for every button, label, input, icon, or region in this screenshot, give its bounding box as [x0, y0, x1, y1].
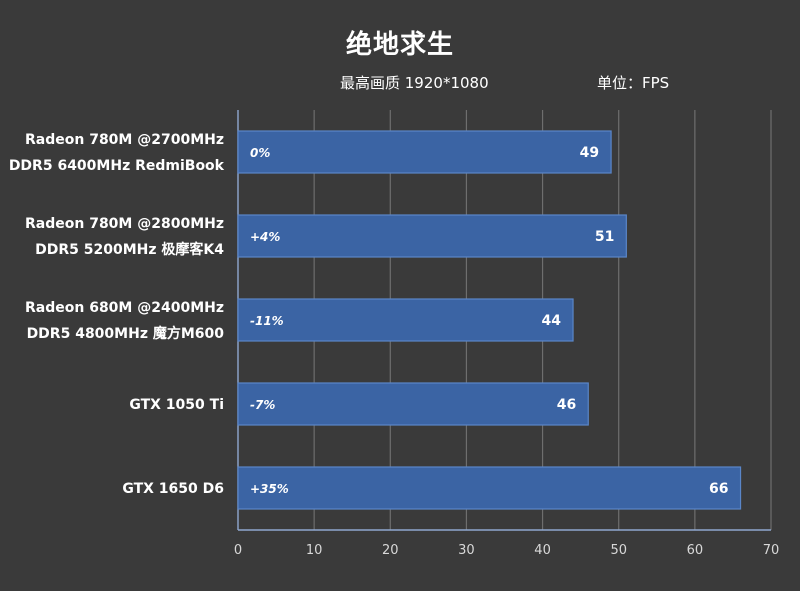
chart-subtitle-unit: 单位：FPS: [597, 74, 670, 92]
bar-percent-label: +35%: [250, 482, 289, 496]
x-tick-label: 30: [458, 543, 475, 558]
category-label: GTX 1650 D6: [122, 481, 224, 497]
category-label: GTX 1050 Ti: [129, 397, 224, 413]
x-tick-label: 20: [382, 543, 399, 558]
x-tick-label: 70: [763, 543, 780, 558]
x-tick-label: 40: [534, 543, 551, 558]
category-label: DDR5 4800MHz 魔方M600: [27, 325, 225, 342]
bar: [237, 214, 627, 258]
bar-value-label: 66: [709, 481, 728, 497]
chart-title: 绝地求生: [345, 30, 454, 60]
bar-value-label: 44: [542, 313, 562, 329]
x-tick-label: 10: [306, 543, 323, 558]
bar-percent-label: 0%: [250, 146, 270, 160]
category-label: DDR5 5200MHz 极摩客K4: [35, 241, 224, 258]
x-tick-label: 50: [610, 543, 627, 558]
x-tick-label: 0: [234, 543, 242, 558]
bar-percent-label: +4%: [250, 230, 280, 244]
bar-percent-label: -11%: [250, 314, 284, 328]
category-label: Radeon 780M @2800MHz: [25, 216, 224, 232]
x-tick-label: 60: [687, 543, 704, 558]
chart-subtitle-settings: 最高画质 1920*1080: [340, 74, 489, 92]
category-label: Radeon 780M @2700MHz: [25, 132, 224, 148]
bar: [237, 298, 574, 342]
bar: [237, 130, 612, 174]
bar: [237, 466, 742, 510]
bar-value-label: 46: [557, 397, 576, 413]
bar-value-label: 51: [595, 229, 614, 245]
bar-percent-label: -7%: [250, 398, 275, 412]
bar-value-label: 49: [580, 145, 599, 161]
bar: [237, 382, 589, 426]
category-label: Radeon 680M @2400MHz: [25, 300, 224, 316]
category-label: DDR5 6400MHz RedmiBook: [9, 158, 225, 174]
